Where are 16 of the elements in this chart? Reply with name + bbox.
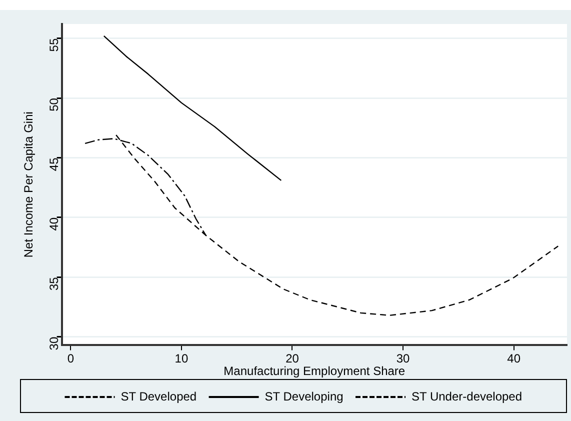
x-axis-title: Manufacturing Employment Share [224, 364, 406, 378]
y-tick-label: 50 [47, 98, 62, 112]
y-tick-label: 55 [47, 38, 62, 52]
legend-label: ST Under-developed [412, 389, 522, 404]
y-axis-title: Net Income Per Capita Gini [22, 112, 36, 258]
x-tick-label: 40 [507, 352, 521, 366]
y-tick-label: 45 [47, 157, 62, 172]
y-tick-label: 40 [47, 217, 62, 231]
y-tick-label: 30 [47, 336, 62, 350]
x-tick-label: 30 [396, 352, 410, 366]
y-tick-label: 35 [47, 276, 62, 290]
legend-label: ST Developing [264, 389, 344, 404]
x-tick-label: 10 [174, 352, 188, 366]
x-tick-label: 20 [286, 352, 300, 366]
legend-label: ST Developed [120, 389, 197, 404]
x-tick-label: 0 [67, 352, 74, 366]
